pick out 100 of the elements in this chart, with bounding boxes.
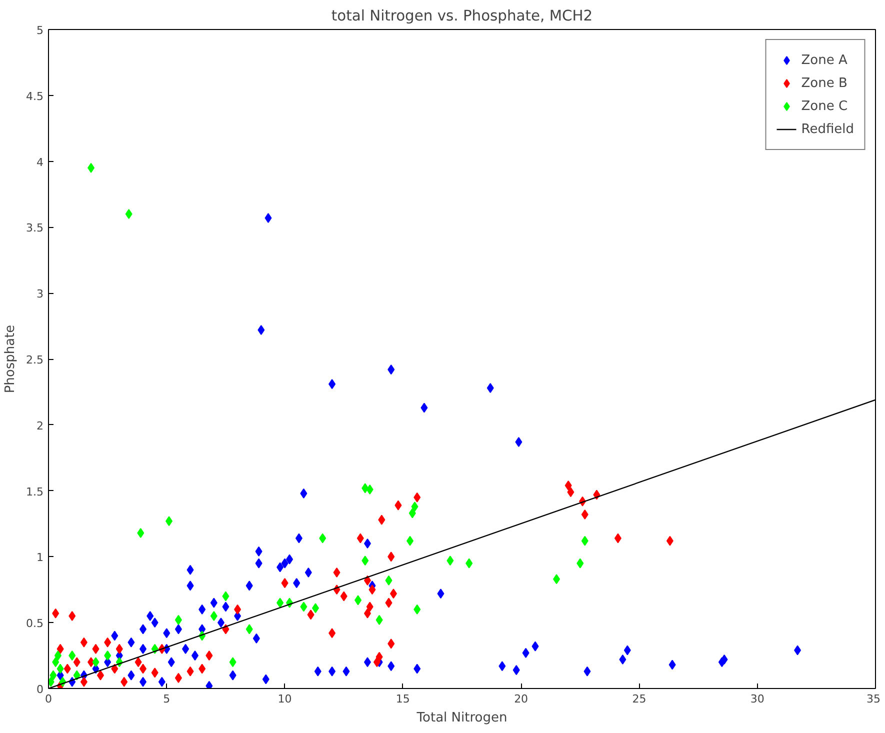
point bbox=[466, 558, 473, 568]
y-tick-label: 0 bbox=[36, 683, 44, 696]
point bbox=[356, 533, 364, 544]
point bbox=[567, 487, 574, 498]
point bbox=[96, 670, 104, 680]
y-tick-label: 3.5 bbox=[26, 222, 44, 235]
point bbox=[368, 584, 376, 595]
point bbox=[52, 608, 60, 618]
y-tick-label: 2.5 bbox=[26, 354, 44, 366]
point bbox=[56, 644, 64, 654]
point bbox=[408, 508, 416, 518]
y-tick-label: 4.5 bbox=[26, 90, 44, 103]
point bbox=[340, 591, 348, 602]
legend-label: Zone A bbox=[801, 52, 848, 68]
point bbox=[116, 644, 123, 654]
point bbox=[307, 610, 314, 620]
point bbox=[364, 608, 371, 618]
point bbox=[88, 162, 95, 173]
point bbox=[198, 664, 206, 674]
point bbox=[80, 676, 88, 687]
point bbox=[276, 598, 284, 608]
x-tick-label: 10 bbox=[278, 692, 292, 706]
point bbox=[378, 514, 386, 525]
point bbox=[333, 568, 340, 578]
y-tick-label: 1.5 bbox=[26, 485, 44, 498]
point bbox=[137, 528, 144, 538]
point bbox=[406, 536, 414, 546]
point bbox=[390, 588, 397, 599]
y-tick-label: 4 bbox=[36, 156, 44, 169]
point bbox=[366, 484, 374, 494]
point bbox=[414, 604, 421, 614]
chart-title: total Nitrogen vs. Phosphate, MCH2 bbox=[331, 8, 593, 24]
point bbox=[354, 595, 362, 606]
point bbox=[614, 533, 622, 544]
x-tick-label: 35 bbox=[866, 692, 881, 706]
point bbox=[52, 657, 60, 668]
point bbox=[564, 480, 572, 491]
point bbox=[56, 664, 64, 674]
point bbox=[210, 611, 218, 622]
point bbox=[92, 657, 100, 668]
point bbox=[414, 492, 421, 502]
x-tick-label: 25 bbox=[632, 692, 646, 706]
point bbox=[553, 574, 560, 584]
point bbox=[68, 650, 76, 661]
point bbox=[388, 552, 395, 562]
point bbox=[120, 676, 128, 687]
point bbox=[376, 652, 383, 662]
point bbox=[319, 533, 326, 544]
point bbox=[166, 516, 173, 526]
point bbox=[92, 644, 100, 654]
x-tick-label: 0 bbox=[45, 692, 52, 706]
point bbox=[104, 650, 112, 661]
point bbox=[312, 603, 320, 614]
point bbox=[364, 575, 371, 586]
y-tick-label: 3 bbox=[36, 288, 44, 301]
point bbox=[376, 614, 383, 625]
point bbox=[246, 624, 253, 634]
legend-label: Zone B bbox=[801, 76, 848, 90]
point bbox=[300, 602, 308, 612]
point bbox=[281, 578, 288, 588]
point bbox=[125, 209, 132, 220]
point bbox=[206, 650, 213, 661]
x-axis-title: Total Nitrogen bbox=[416, 710, 508, 726]
x-tick-label: 15 bbox=[396, 692, 410, 706]
point bbox=[366, 602, 374, 612]
legend-label: Zone C bbox=[801, 98, 848, 114]
point bbox=[229, 657, 236, 668]
point bbox=[411, 502, 418, 512]
point bbox=[64, 664, 71, 674]
point bbox=[581, 510, 588, 520]
point bbox=[80, 637, 88, 648]
point bbox=[234, 604, 242, 614]
point bbox=[54, 650, 62, 661]
point bbox=[140, 664, 147, 674]
y-tick-label: 1 bbox=[36, 551, 44, 564]
point bbox=[446, 556, 454, 566]
point bbox=[362, 556, 369, 566]
x-tick-label: 5 bbox=[163, 692, 170, 706]
legend-label: Redfield bbox=[801, 122, 854, 136]
point bbox=[581, 536, 588, 546]
point bbox=[174, 672, 182, 683]
point bbox=[134, 657, 142, 668]
y-tick-label: 5 bbox=[36, 24, 44, 37]
x-tick-label: 30 bbox=[750, 692, 764, 706]
point bbox=[362, 483, 369, 494]
x-tick-label: 20 bbox=[514, 692, 528, 706]
point bbox=[174, 614, 182, 625]
y-tick-label: 0.5 bbox=[26, 617, 44, 630]
y-tick-label: 2 bbox=[36, 419, 44, 432]
point bbox=[576, 558, 584, 568]
point bbox=[151, 668, 158, 678]
point bbox=[50, 670, 57, 680]
point bbox=[104, 637, 112, 648]
point bbox=[328, 628, 336, 638]
point bbox=[222, 591, 230, 602]
point bbox=[666, 536, 674, 546]
point bbox=[385, 575, 392, 586]
point bbox=[394, 500, 402, 510]
point bbox=[388, 638, 395, 649]
y-axis-title: Phosphate bbox=[3, 324, 18, 394]
